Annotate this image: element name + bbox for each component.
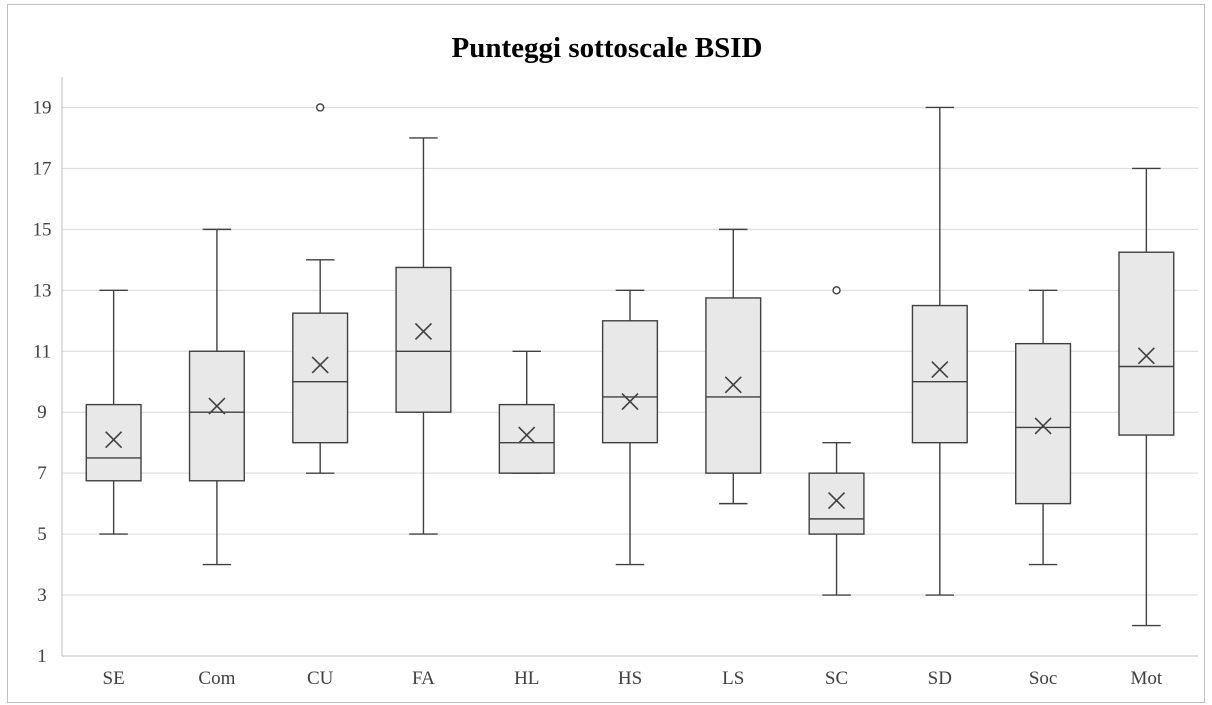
x-tick-label: SD [928,668,952,689]
mean-marker-stroke [311,356,329,374]
y-tick-label: 3 [37,585,47,606]
mean-marker [518,426,536,444]
mean-marker-stroke [1034,417,1052,435]
box-fa [395,137,452,535]
mean-marker-stroke [621,392,639,411]
y-tick-label: 13 [33,280,52,301]
y-tick-label: 15 [33,219,52,240]
iqr-box [85,403,142,482]
y-tick-label: 11 [33,341,51,362]
iqr-box [292,312,349,444]
x-tick-label: Mot [1131,668,1163,689]
x-tick-label: Soc [1029,668,1058,689]
mean-marker [105,431,123,449]
iqr-box [498,403,555,474]
mean-marker [621,392,639,411]
box-sd [911,106,968,596]
y-tick-label: 1 [37,646,47,667]
x-tick-label: FA [412,668,435,689]
outlier-point [315,103,325,112]
box-mot [1118,167,1175,627]
y-tick-label: 7 [37,463,47,484]
mean-marker [311,356,329,374]
mean-marker-stroke [105,431,123,449]
box-sc [808,286,865,596]
x-tick-label: CU [307,668,334,689]
mean-marker-stroke [414,322,433,341]
x-tick-label: HL [514,668,539,689]
x-tick-label: SE [103,668,125,689]
y-tick-label: 19 [33,97,52,118]
mean-marker-stroke [1137,347,1155,365]
y-tick-label: 17 [33,158,52,179]
outlier-point [832,286,841,295]
box-soc [1015,289,1072,566]
box-com [188,228,245,566]
mean-marker-stroke [518,426,536,444]
mean-marker [931,360,949,379]
y-tick-label: 5 [37,524,47,545]
box-hs [601,289,659,566]
x-tick-label: HS [618,668,642,689]
mean-marker-stroke [208,397,226,415]
mean-marker [724,376,742,394]
iqr-box [911,304,968,444]
mean-marker-stroke [931,360,949,379]
box-cu [292,103,349,474]
y-tick-label: 9 [37,402,47,423]
x-tick-label: SC [825,668,848,689]
mean-marker-stroke [827,492,846,510]
iqr-box [1118,251,1175,436]
box-se [85,289,142,535]
iqr-box [1015,342,1072,505]
x-tick-label: LS [722,668,744,689]
mean-marker [1137,347,1155,365]
chart-frame: Punteggi sottoscale BSID 1 3 5 7 9 11 13 15 17 19… [7,4,1205,703]
iqr-box [601,320,659,444]
iqr-box [808,472,865,535]
box-hl [498,350,555,474]
boxplot-chart: Punteggi sottoscale BSID 135791113151719… [33,32,1198,689]
iqr-box [395,266,452,413]
boxes [85,103,1175,627]
iqr-box [188,350,245,482]
mean-marker [414,322,433,341]
chart-title: Punteggi sottoscale BSID [452,32,763,64]
mean-marker-stroke [724,376,742,394]
mean-marker [208,397,226,415]
box-ls [705,228,762,505]
mean-marker [1034,417,1052,435]
x-tick-label: Com [198,668,235,689]
mean-marker [827,492,846,510]
